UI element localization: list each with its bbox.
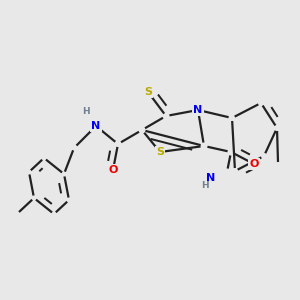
Text: S: S	[156, 147, 164, 157]
Text: N: N	[206, 173, 216, 183]
Text: H: H	[201, 182, 209, 190]
Text: S: S	[144, 87, 152, 97]
Text: N: N	[194, 105, 202, 115]
Text: N: N	[92, 121, 100, 131]
Text: O: O	[108, 165, 118, 175]
Text: O: O	[249, 159, 259, 169]
Text: H: H	[82, 107, 90, 116]
